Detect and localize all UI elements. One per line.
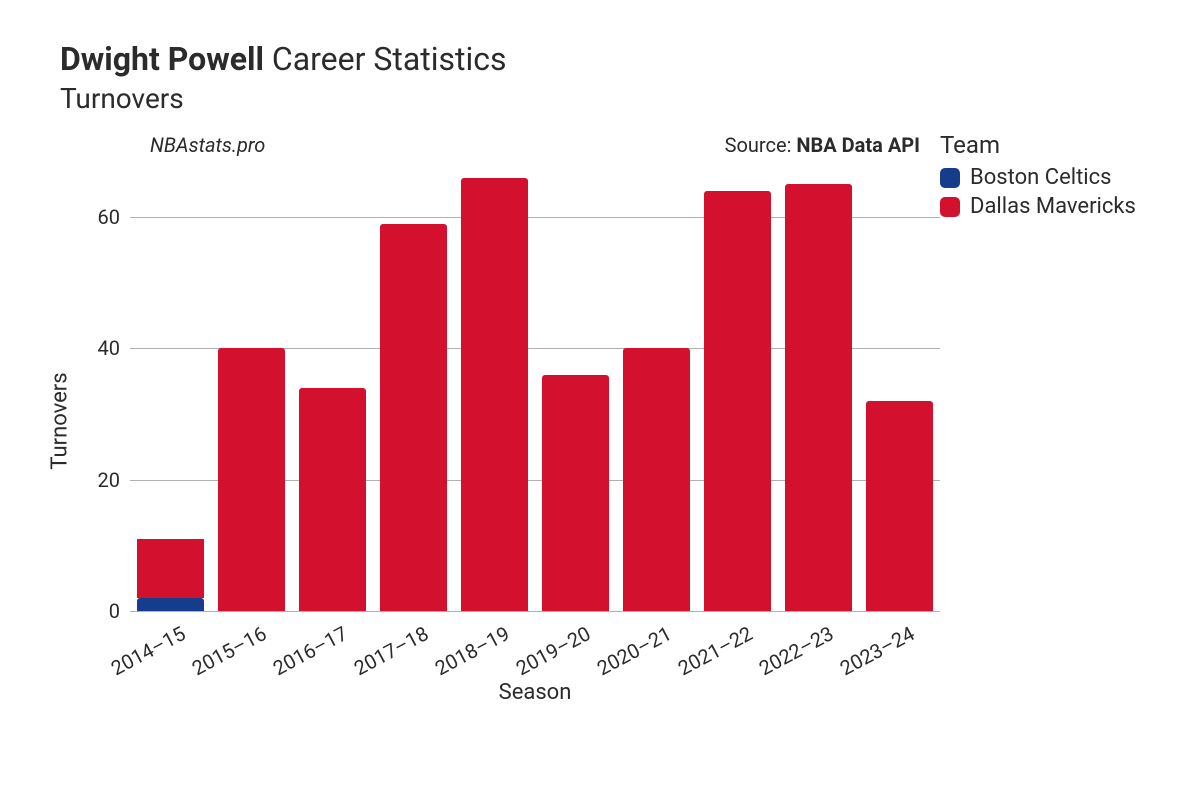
x-tick: 2017–18 [349,621,431,680]
y-tick: 0 [109,599,120,623]
title-player: Dwight Powell [60,40,264,78]
x-tick: 2015–16 [187,621,269,680]
bar-segment [866,401,932,611]
x-axis-label: Season [130,680,940,705]
y-tick: 20 [98,468,120,492]
legend-label: Boston Celtics [970,165,1112,190]
source-name: NBA Data API [796,133,920,157]
bar-segment [380,224,446,611]
bar-slot: 2022–23 [778,171,859,611]
bar-segment [137,598,203,611]
bar-stack [704,191,770,611]
bar-stack [461,178,527,611]
bar-stack [785,184,851,611]
bar-stack [623,348,689,611]
x-tick: 2021–22 [673,621,755,680]
bar-segment [137,539,203,598]
bar-stack [380,224,446,611]
legend-item: Dallas Mavericks [940,194,1180,219]
bar-slot: 2019–20 [535,171,616,611]
bar-slot: 2015–16 [211,171,292,611]
legend-item: Boston Celtics [940,165,1180,190]
y-tick: 40 [98,336,120,360]
x-tick: 2016–17 [268,621,350,680]
title-block: Dwight Powell Career Statistics Turnover… [60,40,1180,115]
legend-label: Dallas Mavericks [970,194,1136,219]
bar-slot: 2016–17 [292,171,373,611]
bar-segment [623,348,689,611]
bar-slot: 2014–15 [130,171,211,611]
bars-group: 2014–152015–162016–172017–182018–192019–… [130,171,940,611]
meta-row: NBAstats.pro Source: NBA Data API [150,131,920,159]
bar-segment [704,191,770,611]
bar-segment [785,184,851,611]
legend-swatch [940,168,960,188]
x-tick: 2019–20 [511,621,593,680]
bar-slot: 2023–24 [859,171,940,611]
x-tick: 2020–21 [592,621,674,680]
legend-title: Team [940,131,1180,159]
x-tick: 2014–15 [106,621,188,680]
legend-swatch [940,197,960,217]
bar-stack [542,375,608,611]
x-tick: 2023–24 [835,621,917,680]
bar-slot: 2017–18 [373,171,454,611]
bar-segment [461,178,527,611]
bar-stack [866,401,932,611]
x-tick: 2022–23 [754,621,836,680]
x-tick: 2018–19 [430,621,512,680]
y-tick: 60 [98,205,120,229]
axes: 0204060 2014–152015–162016–172017–182018… [130,171,940,611]
chart-container: Dwight Powell Career Statistics Turnover… [0,0,1200,800]
source-credit: Source: NBA Data API [725,133,920,157]
legend: Team Boston Celtics Dallas Mavericks [940,131,1180,223]
site-credit: NBAstats.pro [150,133,265,157]
bar-stack [218,348,284,611]
bar-stack [299,388,365,611]
bar-segment [218,348,284,611]
plot-area: NBAstats.pro Source: NBA Data API Team B… [40,131,1180,711]
y-axis-label: Turnovers [48,372,73,469]
bar-segment [299,388,365,611]
chart-title: Dwight Powell Career Statistics [60,40,1180,78]
bar-slot: 2020–21 [616,171,697,611]
bar-slot: 2021–22 [697,171,778,611]
title-suffix: Career Statistics [272,40,507,78]
grid-line [130,611,940,612]
bar-segment [542,375,608,611]
chart-subtitle: Turnovers [60,82,1180,115]
bar-slot: 2018–19 [454,171,535,611]
source-label: Source: [725,133,797,157]
bar-stack [137,539,203,611]
